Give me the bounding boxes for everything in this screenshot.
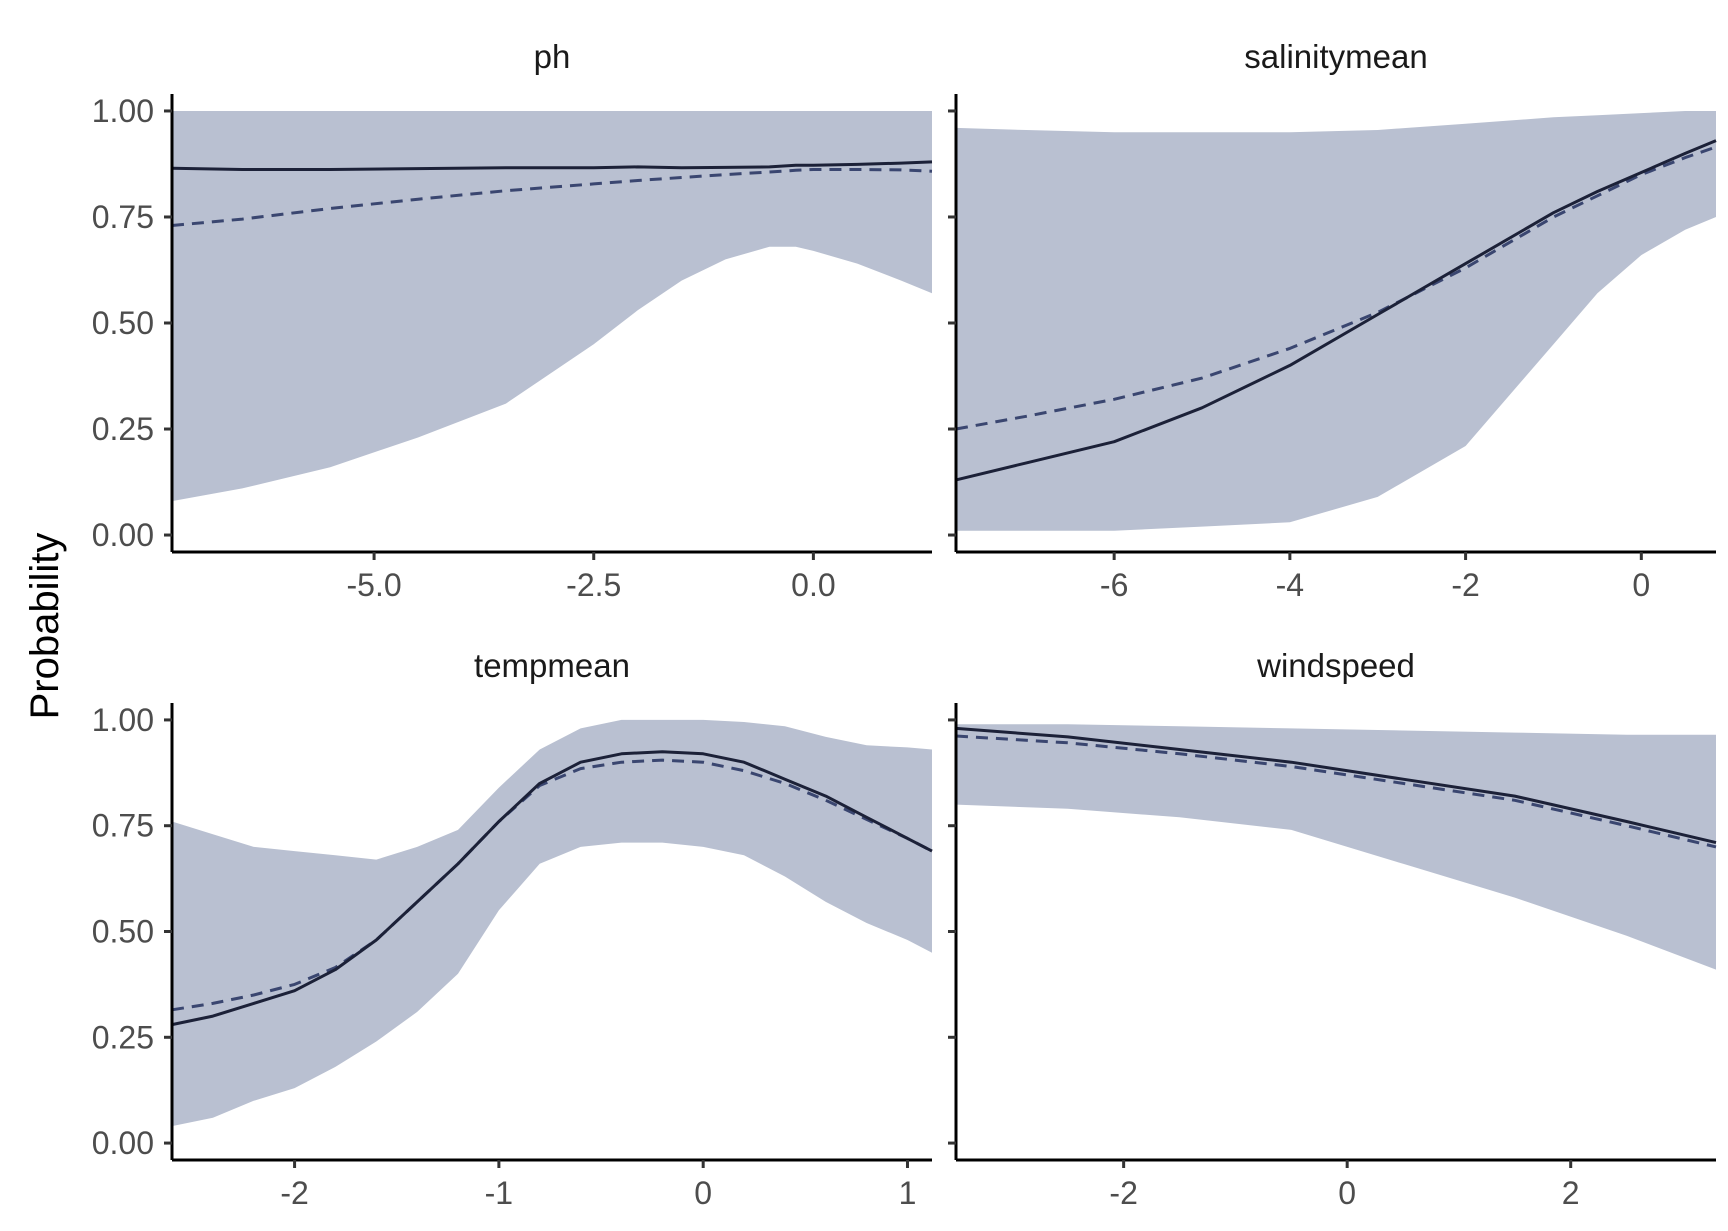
solid-series-line bbox=[171, 750, 933, 1027]
facet-title: salinitymean bbox=[1244, 38, 1427, 75]
confidence-band bbox=[172, 719, 932, 1127]
x-tick-label: -1 bbox=[485, 1175, 513, 1211]
dashed-series-line bbox=[171, 168, 933, 227]
confidence-band bbox=[172, 111, 932, 502]
facet-panels: ph 0.00 0.25 0.50 0.75 1.00 -5.0 -2.5 0.0 salinit… bbox=[92, 38, 1717, 1211]
y-axis-label: Probability bbox=[23, 533, 67, 720]
x-tick-label: 2 bbox=[1562, 1175, 1580, 1211]
y-tick-label: 0.25 bbox=[92, 1019, 154, 1055]
facet-panel-tempmean: tempmean 0.00 0.25 0.50 0.75 1.00 -2 -1 0 1 bbox=[92, 647, 933, 1211]
confidence-band bbox=[956, 724, 1716, 970]
facet-title: windspeed bbox=[1256, 647, 1415, 684]
dashed-series-line bbox=[171, 758, 933, 1012]
y-tick-label: 0.75 bbox=[92, 199, 154, 235]
x-tick-label: -2.5 bbox=[566, 567, 621, 603]
x-tick-label: 0.0 bbox=[791, 567, 835, 603]
solid-series-line bbox=[171, 160, 933, 171]
y-tick-label: 0.50 bbox=[92, 305, 154, 341]
x-tick-label: -2 bbox=[1109, 1175, 1137, 1211]
y-tick-label: 1.00 bbox=[92, 93, 154, 129]
y-tick-label: 0.00 bbox=[92, 1125, 154, 1161]
y-tick-label: 0.00 bbox=[92, 517, 154, 553]
facet-panel-ph: ph 0.00 0.25 0.50 0.75 1.00 -5.0 -2.5 0.0 bbox=[92, 38, 933, 603]
solid-series-line bbox=[955, 726, 1717, 845]
y-tick-label: 0.75 bbox=[92, 808, 154, 844]
x-tick-label: 0 bbox=[1632, 567, 1650, 603]
dashed-series-line bbox=[955, 734, 1717, 849]
confidence-band bbox=[956, 111, 1716, 531]
facet-title: ph bbox=[534, 38, 571, 75]
x-tick-label: -4 bbox=[1276, 567, 1304, 603]
y-tick-label: 1.00 bbox=[92, 702, 154, 738]
x-tick-label: 0 bbox=[1338, 1175, 1356, 1211]
y-tick-label: 0.50 bbox=[92, 914, 154, 950]
facet-title: tempmean bbox=[474, 647, 630, 684]
x-tick-label: -5.0 bbox=[347, 567, 402, 603]
x-tick-label: -6 bbox=[1100, 567, 1128, 603]
x-tick-label: -2 bbox=[280, 1175, 308, 1211]
y-tick-label: 0.25 bbox=[92, 411, 154, 447]
x-tick-label: -2 bbox=[1451, 567, 1479, 603]
facet-panel-salinitymean: salinitymean -6 -4 -2 0 bbox=[948, 38, 1717, 603]
x-tick-label: 0 bbox=[694, 1175, 712, 1211]
x-tick-label: 1 bbox=[899, 1175, 917, 1211]
facet-panel-windspeed: windspeed -2 0 2 bbox=[948, 647, 1717, 1211]
solid-series-line bbox=[955, 139, 1717, 482]
